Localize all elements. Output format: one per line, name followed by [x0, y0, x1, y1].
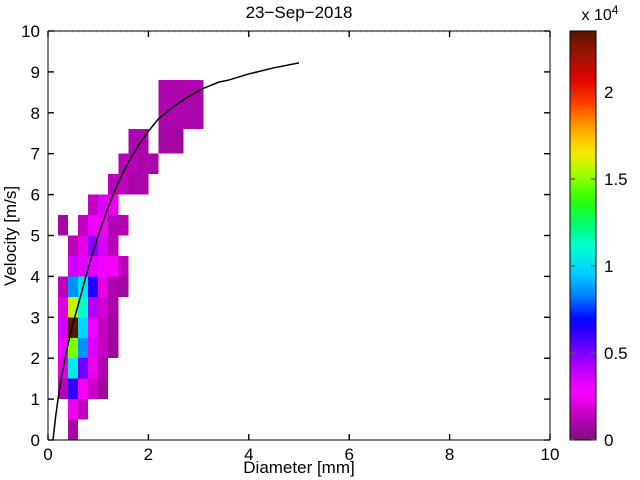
heatmap-cell [88, 296, 99, 318]
colorbar-tick-label: 2 [604, 83, 613, 102]
heatmap-cell [108, 235, 119, 256]
fall-velocity-curve [52, 62, 300, 441]
heatmap-cell [68, 337, 79, 359]
y-axis-label: Velocity [m/s] [1, 186, 20, 286]
colorbar[interactable]: 0 0.5 1 1.5 2 x 104 [569, 3, 628, 450]
heatmap-cell [108, 317, 119, 338]
heatmap-cell [58, 296, 69, 318]
heatmap-cell [88, 215, 99, 236]
heatmap-cell [78, 378, 89, 400]
heatmap-cell [78, 235, 89, 256]
heatmap-cell [78, 215, 89, 236]
colorbar-tick-label: 1 [604, 257, 613, 276]
heatmap-cell [98, 358, 109, 379]
x-tick-label: 4 [244, 445, 253, 464]
heatmap-cell [128, 174, 149, 195]
x-axis-ticks: 0 2 4 6 8 10 [43, 31, 559, 464]
heatmap-cell [98, 194, 109, 216]
y-tick-label: 10 [21, 22, 40, 41]
colorbar-tick-label: 1.5 [604, 170, 628, 189]
y-axis-ticks: 0 1 2 3 4 5 6 7 8 9 10 [21, 22, 550, 450]
heatmap-cell [158, 129, 184, 154]
heatmap-cell [128, 129, 149, 154]
colorbar-frame [569, 30, 597, 441]
colorbar-gradient [570, 31, 596, 440]
heatmap-cell [88, 255, 99, 277]
x-tick-label: 10 [541, 445, 560, 464]
x-tick-label: 0 [43, 445, 52, 464]
heatmap-cell [98, 255, 109, 277]
y-tick-label: 3 [31, 308, 40, 327]
heatmap-cell [78, 337, 89, 359]
heatmap-cell [68, 419, 79, 440]
heatmap-cell [78, 399, 89, 420]
heatmap-cell [98, 378, 109, 400]
heatmap-cell [58, 215, 69, 236]
y-tick-label: 0 [31, 431, 40, 450]
heatmap-cell [98, 276, 109, 297]
heatmap-cell [98, 215, 109, 236]
heatmap-cell [108, 194, 119, 216]
colorbar-exponent: x 104 [582, 3, 619, 24]
colorbar-ticks: 0 0.5 1 1.5 2 [570, 83, 628, 450]
y-tick-label: 7 [31, 145, 40, 164]
heatmap-cell [68, 399, 79, 420]
heatmap-cell [68, 296, 79, 318]
heatmap-cell [108, 255, 119, 277]
heatmap-cell [88, 317, 99, 338]
colorbar-tick-label: 0.5 [604, 344, 628, 363]
x-tick-label: 8 [445, 445, 454, 464]
heatmap-cell [88, 358, 99, 379]
heatmap-cell [88, 194, 99, 216]
colorbar-tick-label: 0 [604, 431, 613, 450]
heatmap-cell [108, 337, 119, 359]
heatmap-cell [88, 276, 99, 297]
heatmap-cell [68, 358, 79, 379]
heatmap-cell [68, 255, 79, 277]
heatmap-cell [78, 296, 89, 318]
x-axis-label: Diameter [mm] [243, 458, 354, 477]
heatmap-cell [58, 337, 69, 359]
heatmap-cell [88, 337, 99, 359]
heatmap-cell [98, 296, 109, 318]
heatmap-cell [98, 337, 109, 359]
x-tick-label: 2 [144, 445, 153, 464]
y-tick-label: 8 [31, 104, 40, 123]
y-tick-label: 4 [31, 267, 40, 286]
heatmap-cells [58, 80, 204, 440]
y-tick-label: 2 [31, 349, 40, 368]
y-tick-label: 1 [31, 390, 40, 409]
heatmap-cell [98, 235, 109, 256]
y-tick-label: 6 [31, 186, 40, 205]
heatmap-cell [108, 215, 129, 236]
heatmap-cell [108, 296, 119, 318]
x-tick-label: 6 [344, 445, 353, 464]
heatmap-cell [118, 276, 129, 297]
heatmap-cell [58, 276, 69, 297]
heatmap-cell [158, 80, 204, 130]
heatmap-cell [58, 378, 69, 400]
heatmap-cell [118, 255, 129, 277]
heatmap-cell [68, 276, 79, 297]
heatmap-cell [88, 235, 99, 256]
heatmap-cell [68, 378, 79, 400]
heatmap-cell [78, 317, 89, 338]
heatmap-cell [58, 317, 69, 338]
heatmap-cell [108, 276, 119, 297]
heatmap-cell [68, 235, 79, 256]
heatmap-cell [68, 317, 79, 338]
heatmap-cell [88, 378, 99, 400]
heatmap-cell [78, 358, 89, 379]
heatmap-cell [98, 317, 109, 338]
plot-title: 23−Sep−2018 [246, 3, 353, 22]
y-tick-label: 9 [31, 63, 40, 82]
y-tick-label: 5 [31, 227, 40, 246]
heatmap-cell [78, 255, 89, 277]
heatmap-cell [138, 153, 159, 175]
